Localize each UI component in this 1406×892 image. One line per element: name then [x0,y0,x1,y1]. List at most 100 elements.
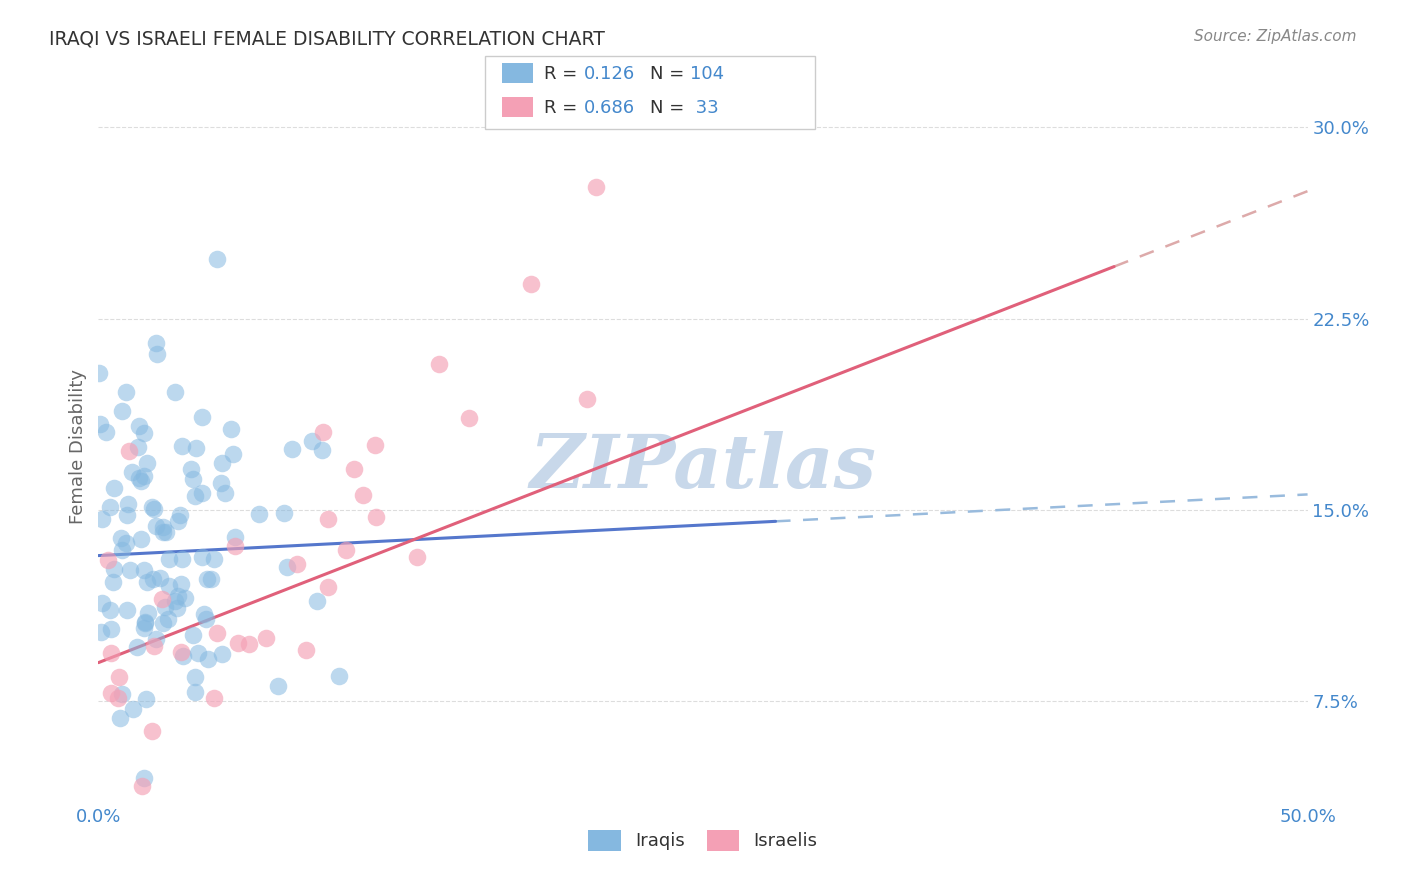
Point [191,549,214,564]
Point [169,508,191,522]
Point [90,512,112,526]
Point [90,624,112,639]
Point [174,591,197,606]
Point [117,497,139,511]
Point [111,404,134,418]
Point [172,439,194,453]
Point [145,632,167,646]
Point [128,418,150,433]
Point [115,535,138,549]
Point [183,627,205,641]
Point [294,643,316,657]
Point [110,711,132,725]
Point [100,622,122,636]
Point [301,434,323,449]
Point [202,552,225,566]
Legend: Iraqis, Israelis: Iraqis, Israelis [581,822,825,858]
Text: 104: 104 [690,65,724,83]
Point [134,771,156,785]
Text: R =: R = [544,99,583,117]
Point [180,462,202,476]
Point [254,631,277,645]
Text: IRAQI VS ISRAELI FEMALE DISABILITY CORRELATION CHART: IRAQI VS ISRAELI FEMALE DISABILITY CORRE… [49,29,605,48]
Point [170,577,193,591]
Point [131,474,153,488]
Point [89,417,111,432]
Point [152,615,174,630]
Point [136,607,159,621]
Point [111,687,134,701]
Text: 0.686: 0.686 [583,99,634,117]
Point [129,532,152,546]
Point [281,442,304,456]
Point [103,562,125,576]
Point [406,550,429,565]
Point [152,520,174,534]
Point [318,580,340,594]
Point [142,639,165,653]
Point [142,573,165,587]
Point [200,572,222,586]
Point [134,621,156,635]
Point [157,551,180,566]
Text: Source: ZipAtlas.com: Source: ZipAtlas.com [1194,29,1357,45]
Point [183,472,205,486]
Point [157,612,180,626]
Point [104,811,127,825]
Point [238,637,260,651]
Point [149,570,172,584]
Point [585,180,607,194]
Point [247,507,270,521]
Point [134,615,156,630]
Point [91,596,114,610]
Point [97,553,120,567]
Point [100,646,122,660]
Point [145,336,167,351]
Text: N =: N = [650,99,689,117]
Point [191,486,214,500]
Point [427,357,450,371]
Point [108,670,131,684]
Y-axis label: Female Disability: Female Disability [69,368,87,524]
Text: ZIPatlas: ZIPatlas [530,431,876,504]
Point [209,475,232,490]
Point [131,779,153,793]
Point [166,600,188,615]
Point [343,462,366,476]
Point [155,524,177,539]
Point [115,508,138,523]
Point [150,591,173,606]
Point [312,425,335,439]
Point [520,277,543,291]
Point [205,625,228,640]
Point [364,510,387,524]
Point [101,575,124,590]
Text: 33: 33 [690,99,718,117]
Text: R =: R = [544,65,583,83]
Point [458,411,481,425]
Point [202,690,225,705]
Point [364,438,387,452]
Point [125,640,148,654]
Point [276,559,298,574]
Point [195,572,218,586]
Point [141,724,163,739]
Point [170,644,193,658]
Point [142,502,165,516]
Point [118,443,141,458]
Point [136,574,159,589]
Point [197,652,219,666]
Point [152,524,174,539]
Point [127,440,149,454]
Point [575,392,598,406]
Point [226,636,249,650]
Text: N =: N = [650,65,689,83]
Point [335,543,357,558]
Point [98,603,121,617]
Point [184,670,207,684]
Text: 0.126: 0.126 [583,65,634,83]
Point [211,647,233,661]
Point [155,599,177,614]
Point [318,512,340,526]
Point [172,551,194,566]
